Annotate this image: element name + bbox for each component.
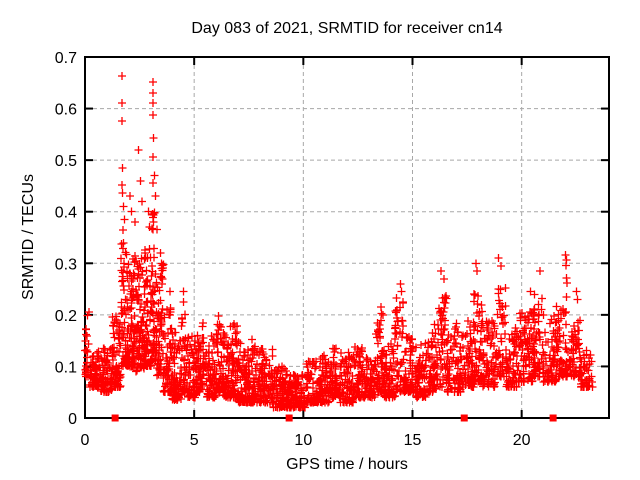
plot-border: [84, 56, 610, 419]
y-tick-label: 0.5: [55, 153, 77, 170]
y-axis-label: SRMTID / TECUs: [20, 174, 37, 300]
x-axis-label: GPS time / hours: [286, 456, 408, 473]
y-tick-label: 0.2: [55, 308, 77, 325]
axis-marker-square: [111, 414, 119, 422]
data-points: [81, 72, 597, 412]
y-tick-label: 0.6: [55, 102, 77, 119]
y-tick-label: 0.4: [55, 205, 77, 222]
axis-marker-square: [285, 414, 293, 422]
y-tick-label: 0.7: [55, 50, 77, 67]
x-tick-label: 15: [404, 432, 422, 449]
x-tick-labels: 0 5 10 15 20: [81, 432, 531, 449]
chart-title: Day 083 of 2021, SRMTID for receiver cn1…: [191, 20, 502, 37]
axis-marker-squares: [111, 414, 557, 422]
y-tick-label: 0.3: [55, 256, 77, 273]
axis-marker-square: [549, 414, 557, 422]
x-tick-label: 0: [81, 432, 90, 449]
x-tick-label: 5: [190, 432, 199, 449]
x-tick-label: 20: [513, 432, 531, 449]
y-tick-labels: 0 0.1 0.2 0.3 0.4 0.5 0.6 0.7: [55, 50, 77, 428]
axis-marker-square: [460, 414, 468, 422]
y-tick-label: 0: [68, 411, 77, 428]
y-tick-label: 0.1: [55, 359, 77, 376]
x-tick-label: 10: [294, 432, 312, 449]
